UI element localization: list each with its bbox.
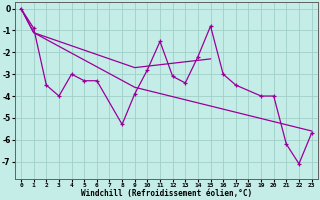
X-axis label: Windchill (Refroidissement éolien,°C): Windchill (Refroidissement éolien,°C): [81, 189, 252, 198]
